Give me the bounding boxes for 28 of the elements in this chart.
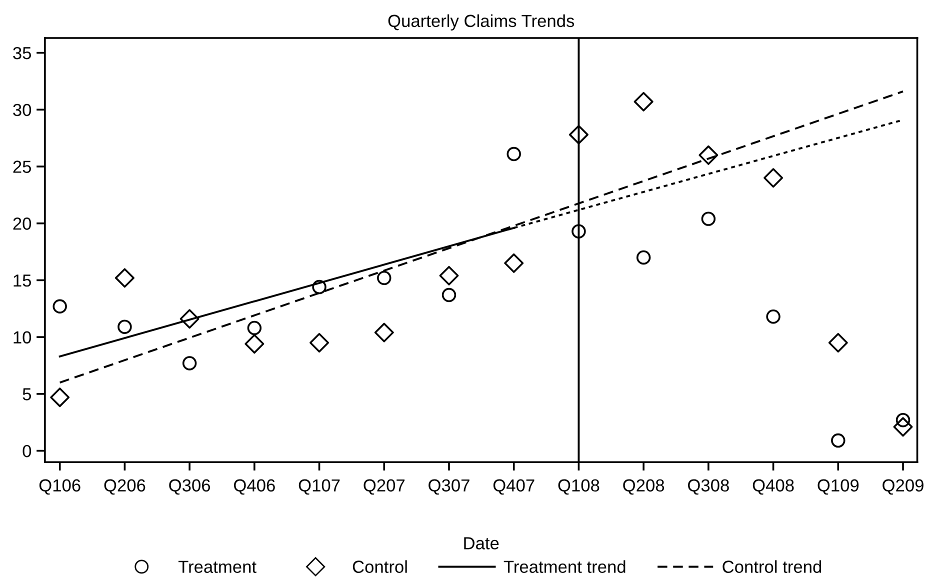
y-tick-label: 25 bbox=[13, 160, 32, 173]
x-tick-label: Q308 bbox=[688, 479, 729, 495]
x-tick-label: Q407 bbox=[493, 479, 534, 495]
legend-label: Control trend bbox=[722, 560, 822, 573]
chart-title: Quarterly Claims Trends bbox=[388, 14, 574, 31]
y-tick-label: 0 bbox=[22, 444, 32, 458]
x-tick-label: Q108 bbox=[558, 479, 600, 495]
y-tick-label: 20 bbox=[13, 218, 32, 230]
legend-label: Control bbox=[352, 560, 407, 573]
legend-label: Treatment trend bbox=[504, 560, 626, 573]
x-tick-label: Q307 bbox=[428, 479, 470, 495]
x-tick-label: Q206 bbox=[104, 479, 146, 495]
x-tick-label: Q109 bbox=[818, 479, 859, 495]
x-tick-label: Q207 bbox=[364, 479, 405, 495]
x-tick-label: Q208 bbox=[623, 479, 664, 495]
y-tick-label: 30 bbox=[13, 104, 32, 116]
x-axis-title: Date bbox=[464, 537, 499, 550]
x-tick-label: Q107 bbox=[298, 479, 340, 495]
y-tick-label: 35 bbox=[13, 46, 32, 60]
y-tick-label: 15 bbox=[14, 274, 32, 287]
legend-label: Treatment bbox=[178, 560, 256, 573]
x-tick-label: Q408 bbox=[752, 479, 794, 495]
x-tick-label: Q406 bbox=[234, 479, 275, 495]
x-tick-label: Q209 bbox=[882, 479, 924, 495]
y-tick-label: 10 bbox=[14, 331, 32, 344]
x-tick-label: Q306 bbox=[169, 479, 210, 495]
x-tick-label: Q106 bbox=[39, 479, 80, 495]
y-tick-label: 5 bbox=[22, 388, 32, 400]
